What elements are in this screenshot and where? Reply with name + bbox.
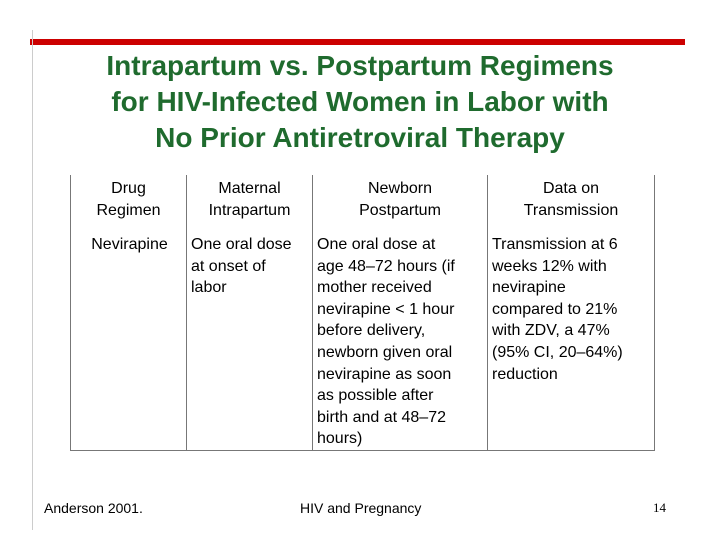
cell-transmission: Transmission at 6 weeks 12% with nevirap… bbox=[487, 234, 655, 451]
slide-title: Intrapartum vs. Postpartum Regimens for … bbox=[40, 48, 680, 156]
header-line: Drug bbox=[111, 180, 146, 197]
cell-line: compared to 21% bbox=[492, 300, 618, 318]
cell-line: mother received bbox=[317, 279, 432, 297]
cell-line: One oral dose at bbox=[317, 236, 436, 253]
regimen-table: Drug Regimen Maternal Intrapartum Newbor… bbox=[70, 175, 655, 451]
cell-line: newborn given oral bbox=[317, 343, 453, 361]
header-data-on-transmission: Data on Transmission bbox=[487, 175, 655, 234]
title-line-1: Intrapartum vs. Postpartum Regimens bbox=[106, 50, 614, 81]
cell-line: age 48–72 hours (if bbox=[317, 257, 455, 275]
table-row: Nevirapine One oral dose at onset of lab… bbox=[70, 234, 655, 451]
cell-line: labor bbox=[191, 279, 227, 297]
header-line: Newborn bbox=[367, 180, 433, 197]
cell-line: One oral dose bbox=[191, 236, 292, 253]
header-line: Postpartum bbox=[359, 201, 441, 219]
cell-line: nevirapine < 1 hour bbox=[317, 300, 455, 318]
cell-line: as possible after bbox=[317, 387, 434, 405]
cell-newborn: One oral dose at age 48–72 hours (if mot… bbox=[312, 234, 488, 451]
header-newborn-postpartum: Newborn Postpartum bbox=[312, 175, 488, 234]
footer-citation: Anderson 2001. bbox=[44, 500, 143, 516]
cell-line: nevirapine as soon bbox=[317, 365, 452, 383]
cell-line: hours) bbox=[317, 430, 363, 448]
cell-line: birth and at 48–72 bbox=[317, 408, 446, 426]
footer-title: HIV and Pregnancy bbox=[300, 500, 422, 516]
header-drug-regimen: Drug Regimen bbox=[70, 175, 187, 234]
cell-maternal: One oral dose at onset of labor bbox=[186, 234, 313, 451]
cell-line: at onset of bbox=[191, 257, 266, 275]
header-line: Maternal bbox=[218, 180, 281, 197]
cell-line: weeks 12% with bbox=[492, 257, 607, 275]
left-margin-line bbox=[32, 30, 33, 530]
page-number: 14 bbox=[653, 500, 666, 515]
cell-drug: Nevirapine bbox=[70, 234, 187, 451]
header-maternal-intrapartum: Maternal Intrapartum bbox=[186, 175, 313, 234]
header-line: Intrapartum bbox=[208, 201, 291, 219]
title-line-3: No Prior Antiretroviral Therapy bbox=[155, 122, 565, 153]
table-header-row: Drug Regimen Maternal Intrapartum Newbor… bbox=[70, 175, 655, 234]
title-line-2: for HIV-Infected Women in Labor with bbox=[111, 86, 609, 117]
cell-line: (95% CI, 20–64%) bbox=[492, 343, 623, 361]
title-rule bbox=[30, 39, 685, 45]
cell-line: nevirapine bbox=[492, 279, 566, 297]
cell-line: reduction bbox=[492, 365, 558, 383]
header-line: Data on bbox=[542, 180, 600, 197]
header-line: Regimen bbox=[96, 201, 161, 219]
header-line: Transmission bbox=[523, 201, 619, 219]
cell-line: with ZDV, a 47% bbox=[492, 322, 610, 340]
cell-line: before delivery, bbox=[317, 322, 426, 340]
cell-line: Transmission at 6 bbox=[492, 236, 618, 253]
